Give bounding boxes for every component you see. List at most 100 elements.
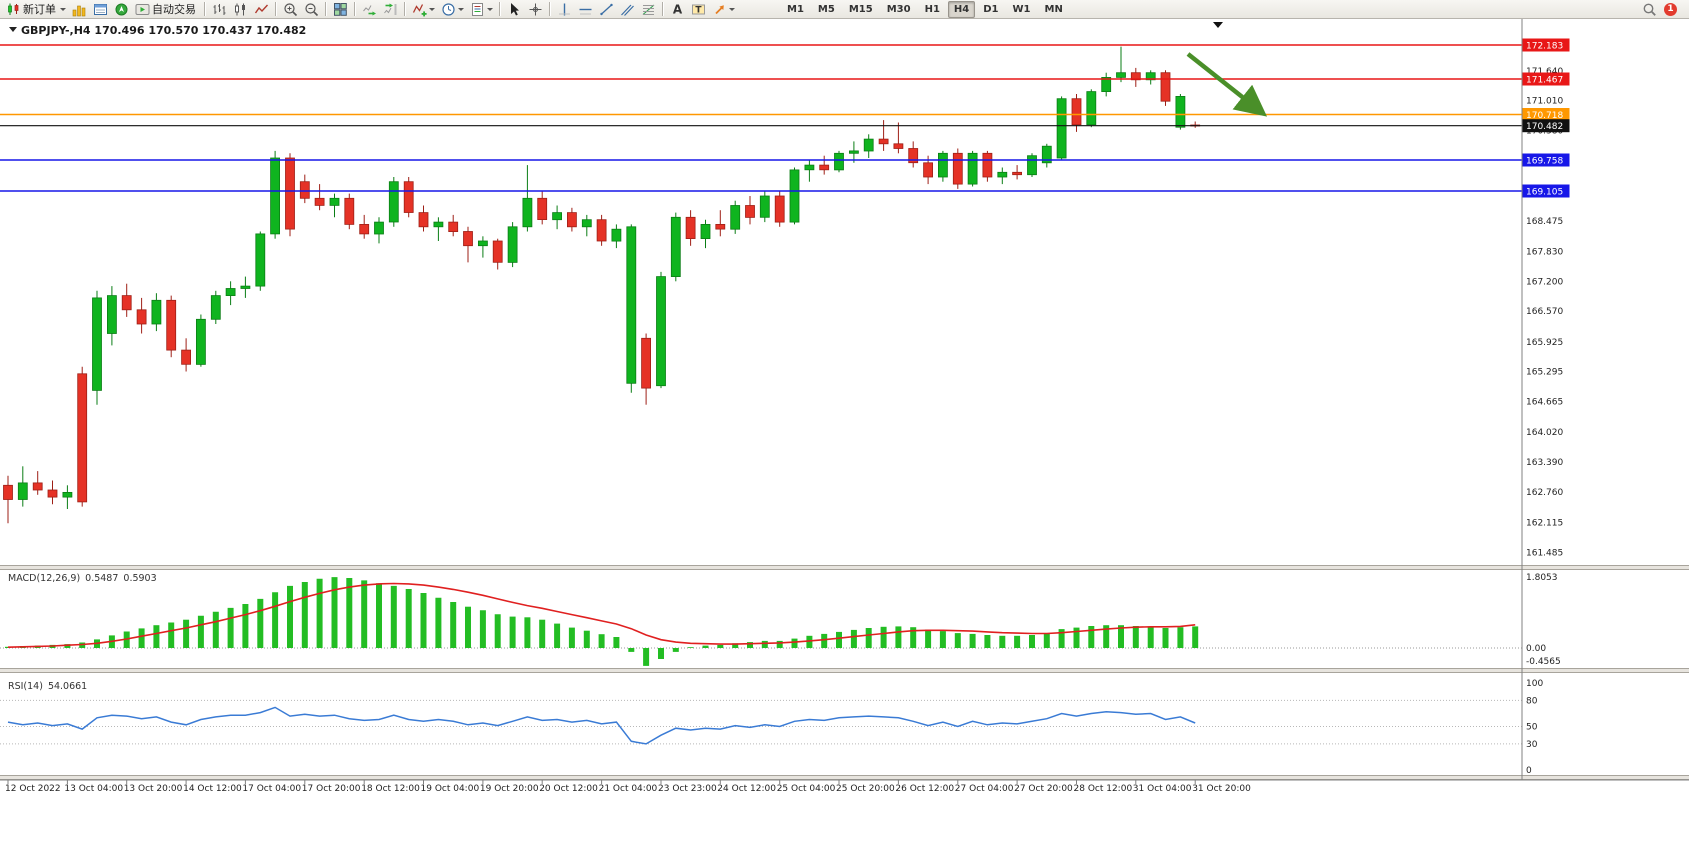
pane-divider[interactable] bbox=[0, 565, 1689, 570]
svg-text:31 Oct 04:00: 31 Oct 04:00 bbox=[1133, 784, 1192, 794]
macd-axis-labels: 1.8053 0.00 -0.4565 bbox=[1526, 573, 1561, 667]
chart-shift-icon bbox=[383, 2, 398, 17]
auto-scroll-icon bbox=[362, 2, 377, 17]
price-badge: 170.718 bbox=[1522, 108, 1570, 121]
channel-button[interactable] bbox=[617, 0, 638, 19]
auto-scroll-button[interactable] bbox=[359, 0, 380, 19]
chart-shift-marker[interactable] bbox=[1213, 22, 1223, 28]
navigator-icon bbox=[114, 2, 129, 17]
crosshair-button[interactable] bbox=[525, 0, 546, 19]
rsi-pane[interactable]: RSI(14) 54.0661 100 80 50 30 0 bbox=[0, 679, 1543, 776]
trendline-icon bbox=[599, 2, 614, 17]
text-label-button[interactable]: T bbox=[688, 0, 709, 19]
collapse-triangle-icon[interactable] bbox=[9, 27, 17, 32]
timeframe-m30-button[interactable]: M30 bbox=[886, 3, 911, 15]
main-toolbar: 新订单 自动交易 A T M1 M5 M15 M30 H1 H4 D1 W1 MN 1 bbox=[0, 0, 1689, 19]
svg-text:27 Oct 20:00: 27 Oct 20:00 bbox=[1014, 784, 1073, 794]
svg-text:171.640: 171.640 bbox=[1526, 67, 1563, 77]
macd-signal-line bbox=[7, 582, 1196, 648]
timeframe-m15-button[interactable]: M15 bbox=[848, 3, 873, 15]
templates-icon bbox=[470, 2, 485, 17]
svg-text:164.020: 164.020 bbox=[1526, 428, 1563, 438]
indicators-button[interactable] bbox=[409, 0, 438, 19]
trendline-button[interactable] bbox=[596, 0, 617, 19]
auto-trading-label: 自动交易 bbox=[152, 3, 196, 16]
fibonacci-button[interactable] bbox=[638, 0, 659, 19]
arrows-button[interactable] bbox=[709, 0, 738, 19]
timeframe-m1-button[interactable]: M1 bbox=[787, 3, 804, 15]
periods-icon bbox=[441, 2, 456, 17]
svg-text:170.482: 170.482 bbox=[1526, 122, 1563, 132]
market-watch-button[interactable] bbox=[69, 0, 90, 19]
svg-text:1.8053: 1.8053 bbox=[1526, 573, 1558, 583]
chevron-down-icon bbox=[458, 7, 464, 11]
zoom-out-button[interactable] bbox=[301, 0, 322, 19]
toolbar-separator bbox=[275, 2, 277, 16]
svg-text:-0.4565: -0.4565 bbox=[1526, 657, 1561, 667]
market-watch-icon bbox=[72, 2, 87, 17]
templates-button[interactable] bbox=[467, 0, 496, 19]
zoom-in-button[interactable] bbox=[280, 0, 301, 19]
auto-trading-icon bbox=[135, 2, 150, 17]
toolbar-separator bbox=[549, 2, 551, 16]
search-icon[interactable] bbox=[1642, 2, 1657, 17]
price-badge: 169.758 bbox=[1522, 153, 1570, 167]
svg-text:172.183: 172.183 bbox=[1526, 42, 1563, 52]
toolbar-right: 1 bbox=[1642, 2, 1686, 17]
bar-chart-button[interactable] bbox=[209, 0, 230, 19]
timeframe-d1-button[interactable]: D1 bbox=[983, 3, 999, 15]
svg-text:28 Oct 12:00: 28 Oct 12:00 bbox=[1074, 784, 1133, 794]
vline-button[interactable] bbox=[554, 0, 575, 19]
new-order-button[interactable]: 新订单 bbox=[3, 0, 69, 19]
tile-windows-button[interactable] bbox=[330, 0, 351, 19]
svg-text:167.200: 167.200 bbox=[1526, 277, 1563, 287]
svg-text:168.475: 168.475 bbox=[1526, 217, 1563, 227]
timeframe-h4-button[interactable]: H4 bbox=[947, 0, 976, 18]
svg-text:17 Oct 04:00: 17 Oct 04:00 bbox=[242, 784, 301, 794]
timeframe-h1-button[interactable]: H1 bbox=[924, 3, 940, 15]
timeframe-m5-button[interactable]: M5 bbox=[817, 3, 835, 15]
svg-text:162.115: 162.115 bbox=[1526, 519, 1563, 529]
price-badge: 171.467 bbox=[1522, 72, 1570, 86]
hline-button[interactable] bbox=[575, 0, 596, 19]
svg-text:12 Oct 2022: 12 Oct 2022 bbox=[5, 784, 61, 794]
pane-divider[interactable] bbox=[0, 668, 1689, 673]
notification-badge[interactable]: 1 bbox=[1664, 2, 1677, 16]
fibonacci-icon bbox=[641, 2, 656, 17]
auto-trading-button[interactable]: 自动交易 bbox=[132, 0, 201, 19]
timeframe-mn-button[interactable]: MN bbox=[1044, 3, 1063, 15]
line-chart-icon bbox=[254, 2, 269, 17]
periods-button[interactable] bbox=[438, 0, 467, 19]
cursor-button[interactable] bbox=[504, 0, 525, 19]
svg-text:14 Oct 12:00: 14 Oct 12:00 bbox=[183, 784, 242, 794]
text-label-icon: T bbox=[691, 2, 706, 17]
toolbar-separator bbox=[662, 2, 664, 16]
svg-text:24 Oct 12:00: 24 Oct 12:00 bbox=[717, 784, 776, 794]
svg-text:162.760: 162.760 bbox=[1526, 488, 1563, 498]
cursor-icon bbox=[507, 2, 522, 17]
tile-windows-icon bbox=[333, 2, 348, 17]
timeframe-w1-button[interactable]: W1 bbox=[1012, 3, 1031, 15]
text-button[interactable]: A bbox=[667, 0, 688, 19]
vline-icon bbox=[557, 2, 572, 17]
svg-text:171.010: 171.010 bbox=[1526, 97, 1563, 107]
svg-text:21 Oct 04:00: 21 Oct 04:00 bbox=[599, 784, 658, 794]
data-window-button[interactable] bbox=[90, 0, 111, 19]
candle-chart-button[interactable] bbox=[230, 0, 251, 19]
trend-arrow[interactable] bbox=[1186, 52, 1268, 117]
macd-pane[interactable]: MACD(12,26,9) 0.5487 0.5903 1.8053 0.00 -0.45… bbox=[0, 573, 1561, 667]
toolbar-separator bbox=[354, 2, 356, 16]
price-badge: 169.105 bbox=[1522, 184, 1570, 198]
pane-divider[interactable] bbox=[0, 775, 1689, 780]
navigator-button[interactable] bbox=[111, 0, 132, 19]
time-axis[interactable]: 12 Oct 2022 13 Oct 04:00 13 Oct 20:00 14 Oc… bbox=[0, 779, 1689, 794]
price-badge: 172.183 bbox=[1522, 38, 1570, 52]
svg-text:164.665: 164.665 bbox=[1526, 398, 1563, 408]
line-chart-button[interactable] bbox=[251, 0, 272, 19]
chart-background[interactable] bbox=[0, 19, 1689, 858]
chart-shift-button[interactable] bbox=[380, 0, 401, 19]
candle-chart-icon bbox=[233, 2, 248, 17]
svg-text:25 Oct 04:00: 25 Oct 04:00 bbox=[777, 784, 836, 794]
